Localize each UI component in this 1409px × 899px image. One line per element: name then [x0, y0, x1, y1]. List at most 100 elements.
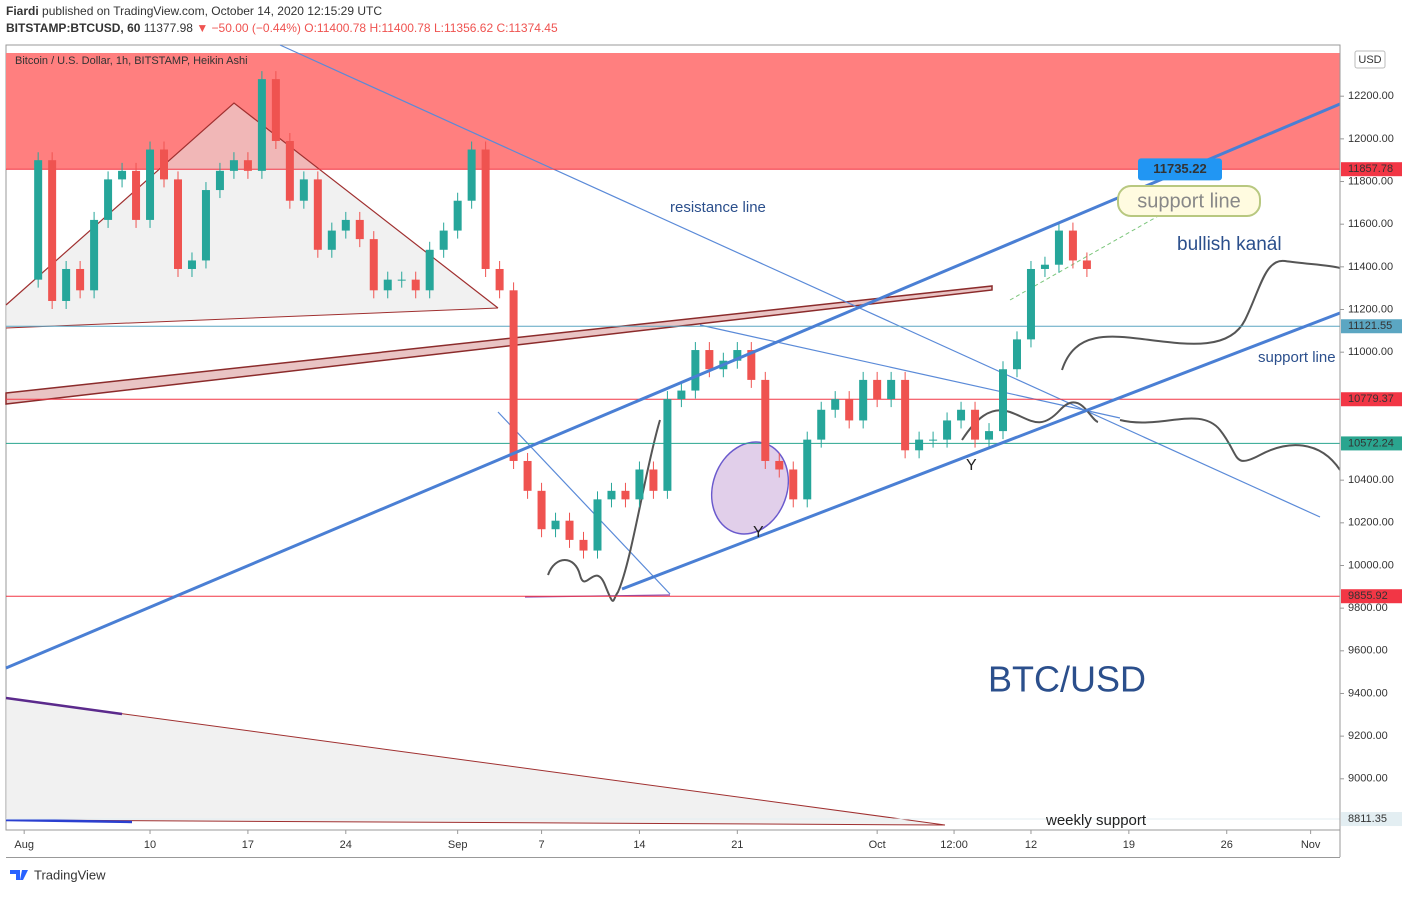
candle	[90, 219, 99, 291]
quote-line: BITSTAMP:BTCUSD, 60 11377.98 ▼ −50.00 (−…	[6, 21, 558, 35]
purple-segment	[5, 696, 123, 716]
candle	[118, 170, 127, 180]
x-tick-label: 17	[242, 839, 254, 851]
candle	[593, 499, 602, 551]
candle	[313, 179, 322, 250]
annotation: Y	[966, 457, 977, 474]
level-label: 10572.24	[1348, 437, 1394, 449]
y-tick-label: 10000.00	[1348, 559, 1394, 571]
level-label: 11121.55	[1348, 320, 1392, 332]
logo	[10, 870, 28, 880]
projection-curve	[1119, 417, 1341, 471]
candle	[132, 170, 141, 220]
candle	[901, 379, 910, 451]
candle	[845, 399, 854, 421]
candle	[229, 160, 238, 171]
candle	[789, 469, 798, 500]
candle	[495, 268, 504, 291]
candle	[705, 350, 714, 370]
candle	[243, 160, 252, 171]
candle	[635, 469, 644, 500]
brown-channel	[5, 285, 993, 405]
x-tick-label: Aug	[14, 839, 34, 851]
candle	[76, 268, 85, 291]
y-tick-label: 10400.00	[1348, 474, 1394, 486]
candle	[271, 79, 280, 141]
candle	[355, 219, 364, 240]
candle	[425, 249, 434, 291]
candle	[761, 379, 770, 461]
candle	[285, 140, 294, 201]
level-label-bg	[1341, 162, 1402, 177]
candle	[943, 420, 952, 440]
candle	[649, 469, 658, 491]
candle	[439, 230, 448, 250]
blue-segment	[5, 818, 133, 824]
y-tick-label: 12000.00	[1348, 133, 1394, 145]
candle	[579, 539, 588, 551]
level-label-bg	[1341, 589, 1402, 604]
x-tick-label: 14	[633, 839, 645, 851]
marker-label: 11735.22	[1153, 161, 1207, 176]
candle	[1082, 260, 1091, 269]
candle	[215, 170, 224, 191]
candle	[663, 399, 672, 491]
candle	[34, 160, 43, 280]
candle	[621, 490, 630, 500]
y-tick-label: 9400.00	[1348, 687, 1388, 699]
level-label-bg	[1341, 319, 1402, 334]
candle	[775, 460, 784, 470]
brand: TradingView	[34, 867, 106, 882]
resistance-line	[279, 44, 1321, 518]
triangle-line	[5, 102, 499, 309]
candle	[677, 390, 686, 400]
candle	[173, 179, 182, 269]
annotation: BTC/USD	[988, 659, 1146, 700]
candle	[509, 290, 518, 461]
candle	[985, 431, 994, 440]
open: O:11400.78	[304, 21, 366, 35]
candle	[453, 200, 462, 231]
candle	[1026, 268, 1035, 340]
candle	[299, 179, 308, 201]
candle	[1054, 230, 1063, 265]
symbol: BITSTAMP:BTCUSD, 60	[6, 21, 141, 35]
candle	[146, 149, 155, 220]
x-tick-label: 19	[1123, 839, 1135, 851]
candle	[383, 279, 392, 291]
candle	[1012, 339, 1021, 370]
candle	[341, 219, 350, 231]
candle	[607, 490, 616, 500]
annotation: Y	[753, 524, 764, 541]
y-tick-label: 9000.00	[1348, 773, 1388, 785]
triangle-base	[5, 307, 499, 329]
candle	[691, 350, 700, 391]
candle	[971, 409, 980, 440]
marker-box	[1138, 158, 1222, 181]
level-label-bg	[1341, 392, 1402, 407]
projection-curve	[547, 419, 661, 602]
y-tick-label: 11200.00	[1348, 303, 1393, 315]
candle	[257, 79, 266, 171]
candle	[929, 439, 938, 441]
x-tick-label: 24	[340, 839, 352, 851]
currency: USD	[1358, 54, 1381, 66]
level-label: 10779.37	[1348, 393, 1394, 405]
close: C:11374.45	[496, 21, 557, 35]
channel-lower	[621, 311, 1341, 591]
dashed-projection	[1009, 214, 1161, 301]
high: H:11400.78	[369, 21, 430, 35]
level-label-bg	[1341, 436, 1402, 451]
header-line: Fiardi published on TradingView.com, Oct…	[6, 4, 382, 18]
x-tick-label: 10	[144, 839, 156, 851]
x-tick-label: 12:00	[940, 839, 968, 851]
candle	[481, 149, 490, 269]
x-tick-label: Sep	[448, 839, 468, 851]
x-tick-label: 26	[1221, 839, 1233, 851]
candle	[747, 350, 756, 380]
candle	[523, 460, 532, 491]
candle	[187, 260, 196, 269]
candle	[397, 279, 406, 281]
projection-curve	[1061, 259, 1341, 371]
level-label: 8811.35	[1348, 813, 1387, 825]
